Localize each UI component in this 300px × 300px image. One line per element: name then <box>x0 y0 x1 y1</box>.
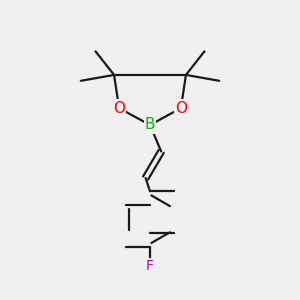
Text: F: F <box>146 259 154 273</box>
Text: B: B <box>145 118 155 133</box>
Text: O: O <box>113 101 125 116</box>
Text: O: O <box>175 101 187 116</box>
